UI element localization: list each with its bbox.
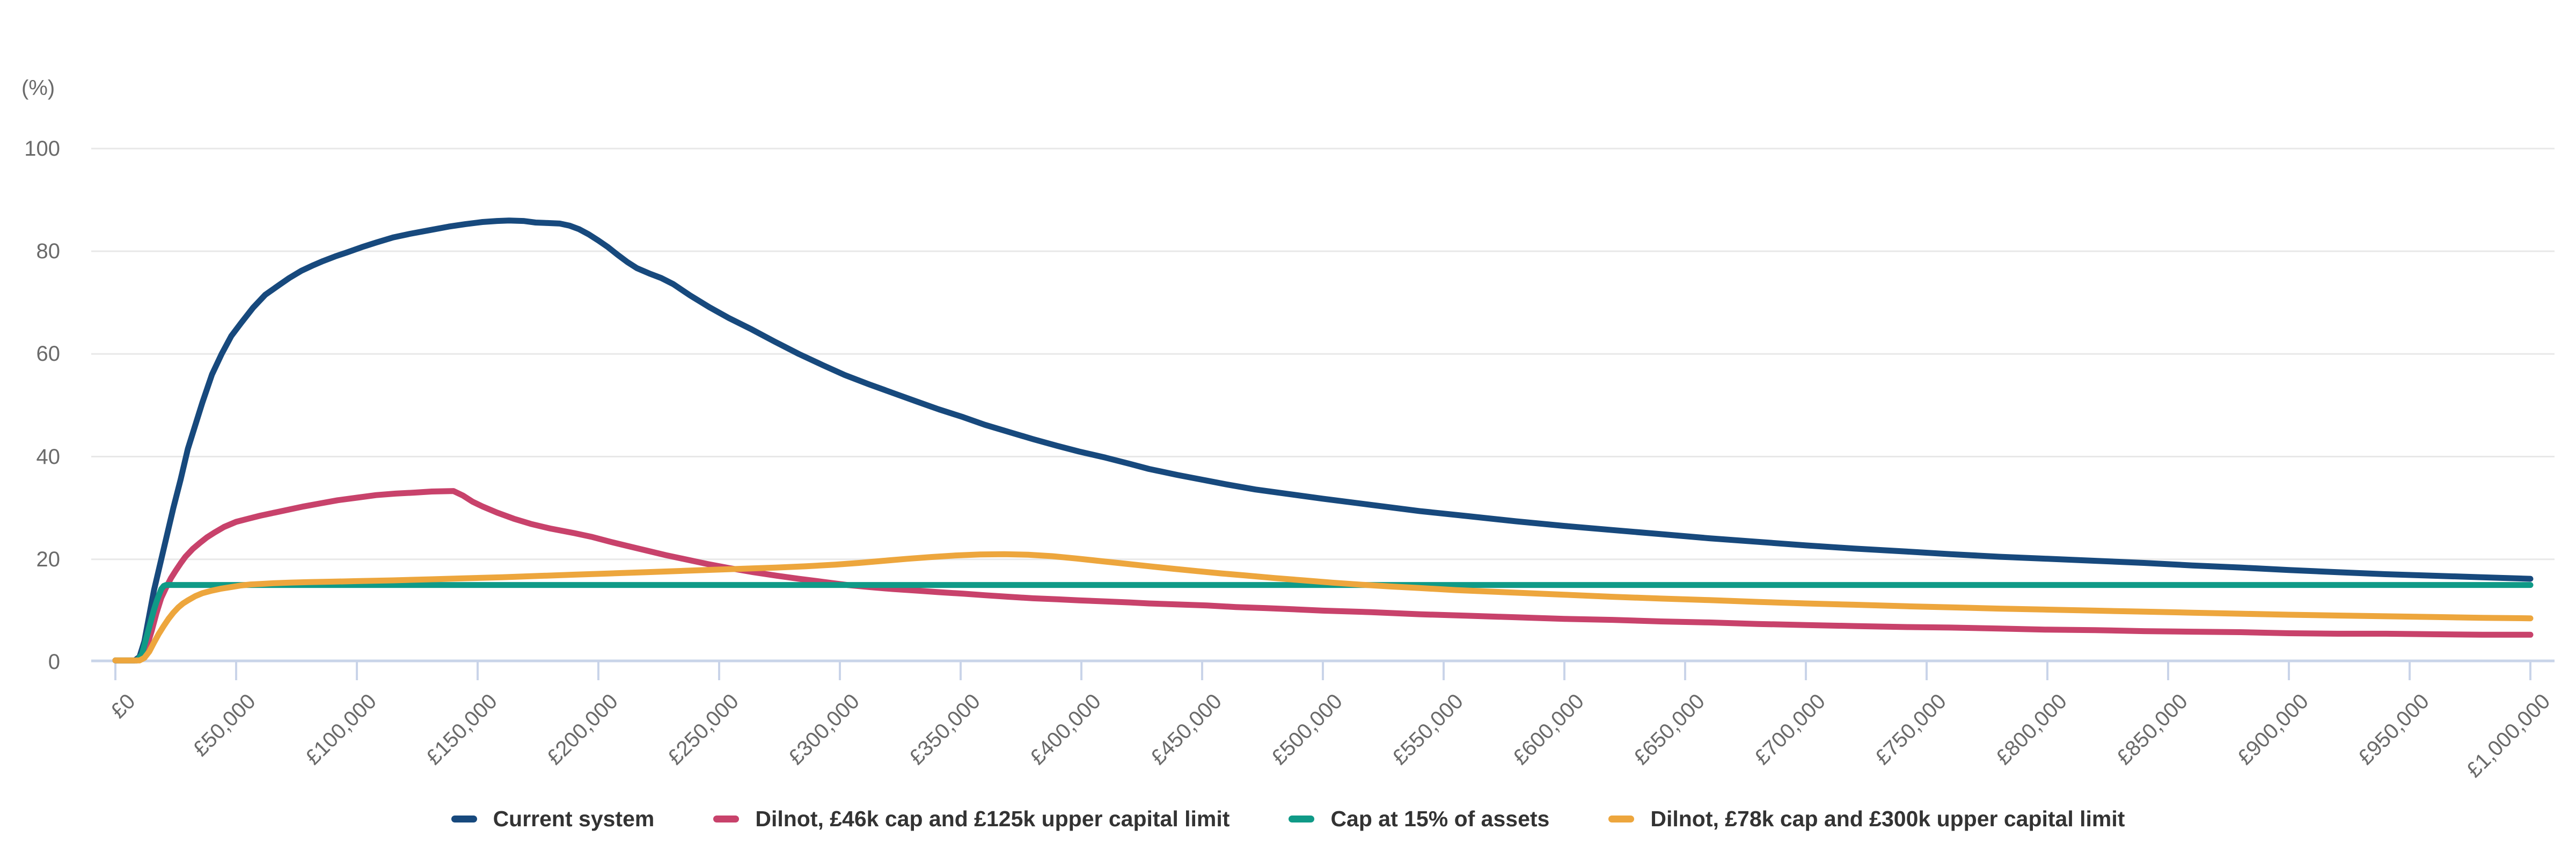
legend-dash-icon [713, 815, 740, 822]
legend-item-dilnot-78k-cap: Dilnot, £78k cap and £300k upper capital… [1608, 805, 2125, 832]
y-tick-label-0: 0 [48, 650, 60, 674]
legend-item-current-system: Current system [451, 805, 655, 832]
legend-dash-icon [1289, 815, 1315, 822]
legend-dash-icon [1608, 815, 1635, 822]
series-line-dilnot-46k-cap [112, 488, 2534, 664]
series-line-dilnot-78k-cap [112, 551, 2534, 664]
legend-label: Cap at 15% of assets [1330, 806, 1550, 831]
y-axis-unit-label: (%) [21, 76, 55, 100]
series-line-cap-15pct-assets [112, 582, 2534, 664]
chart-legend: Current system Dilnot, £46k cap and £125k… [0, 799, 2576, 839]
legend-label: Dilnot, £46k cap and £125k upper capital… [755, 806, 1230, 831]
legend-label: Current system [493, 806, 655, 831]
legend-label: Dilnot, £78k cap and £300k upper capital… [1650, 806, 2125, 831]
legend-item-dilnot-46k-cap: Dilnot, £46k cap and £125k upper capital… [713, 805, 1230, 832]
y-tick-label-40: 40 [36, 445, 61, 469]
legend-item-cap-15pct-assets: Cap at 15% of assets [1289, 805, 1549, 832]
y-tick-label-20: 20 [36, 547, 61, 571]
y-tick-label-60: 60 [36, 342, 61, 366]
y-tick-label-100: 100 [24, 136, 60, 161]
legend-dash-icon [451, 815, 477, 822]
y-tick-label-80: 80 [36, 239, 61, 264]
series-line-current-system [112, 217, 2534, 664]
